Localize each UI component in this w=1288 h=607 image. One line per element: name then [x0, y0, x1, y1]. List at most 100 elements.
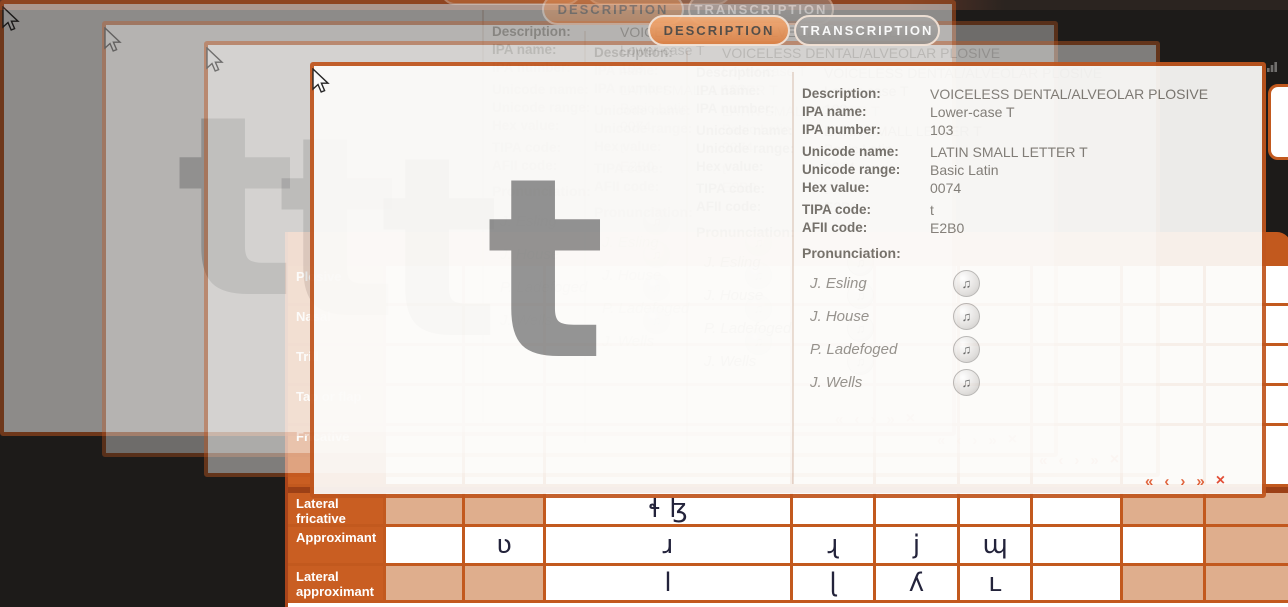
pronunciation-label: Pronunciation:	[802, 245, 901, 261]
ipa-symbol-cell[interactable]: l	[546, 566, 793, 600]
table-cell	[1206, 566, 1288, 600]
cursor-arrow	[104, 27, 122, 52]
prev-symbol-button[interactable]: ‹	[1164, 473, 1170, 490]
symbol-glyph: t	[486, 124, 606, 415]
page-strip	[288, 603, 1288, 607]
popup-tabs: DESCRIPTION TRANSCRIPTION	[440, 0, 732, 5]
last-symbol-button[interactable]: »	[1196, 473, 1205, 490]
ipa-symbol-cell[interactable]: ʎ	[876, 566, 960, 600]
symbol-detail-panel	[310, 62, 1266, 498]
table-cell	[793, 493, 876, 524]
table-row: Lateral approximant l ɭ ʎ ʟ	[288, 566, 1288, 603]
field-label: Hex value:	[802, 180, 870, 195]
speaker-row: J. House ♫	[810, 300, 980, 333]
speaker-row: J. Esling ♫	[810, 267, 980, 300]
table-cell	[386, 527, 465, 563]
field-label: Unicode name:	[802, 144, 899, 159]
panel-divider	[792, 72, 794, 484]
speaker-row: P. Ladefoged ♫	[810, 333, 980, 366]
speaker-name: P. Ladefoged	[810, 341, 898, 358]
next-symbol-button[interactable]: ›	[1180, 473, 1186, 490]
symbol-glyph: t	[96, 40, 376, 376]
table-cell	[1206, 527, 1288, 563]
field-label: IPA name:	[492, 42, 620, 57]
table-row: Approximant ʋ ɹ ɻ j ɰ	[288, 527, 1288, 566]
field-label: Description:	[594, 45, 722, 60]
first-symbol-button[interactable]: «	[1145, 473, 1154, 490]
ipa-symbol-cell[interactable]: ɹ	[546, 527, 793, 563]
field-row: TIPA code: t	[802, 202, 1252, 220]
field-row: IPA name: Lower-case T	[802, 104, 1252, 122]
field-label: Description:	[802, 86, 881, 101]
field-row: IPA number: 103	[802, 122, 1252, 140]
ipa-symbol-cell[interactable]: ɭ	[793, 566, 876, 600]
table-cell	[1033, 493, 1123, 524]
popup-tabs: DESCRIPTION TRANSCRIPTION	[648, 15, 940, 46]
speaker-row: J. Wells ♫	[810, 366, 980, 399]
field-label: IPA name:	[802, 104, 867, 119]
field-label: IPA number:	[802, 122, 881, 137]
table-cell	[876, 493, 960, 524]
field-row: AFII code: E2B0	[802, 220, 1252, 238]
play-audio-button[interactable]: ♫	[953, 303, 980, 330]
table-cell	[1206, 493, 1288, 524]
table-cell	[465, 493, 546, 524]
field-row: Unicode range: Basic Latin	[802, 162, 1252, 180]
speaker-name: J. Esling	[810, 275, 867, 292]
tab-transcription[interactable]: TRANSCRIPTION	[794, 15, 940, 46]
page-side-tab[interactable]	[1268, 84, 1288, 160]
table-cell	[1123, 527, 1206, 563]
field-row: Description: VOICELESS DENTAL/ALVEOLAR PL…	[802, 86, 1252, 104]
field-value: VOICELESS DENTAL/ALVEOLAR PLOSIVE	[722, 45, 1044, 61]
table-cell	[1033, 566, 1123, 600]
field-value: Lower-case T	[620, 42, 942, 58]
field-value: E2B0	[930, 220, 965, 236]
tab-description[interactable]: DESCRIPTION	[648, 15, 790, 46]
popup-nav: « ‹ › » ×	[1145, 472, 1226, 491]
field-row: IPA name:Lower-case T	[492, 42, 942, 60]
row-label: Lateral approximant	[288, 566, 386, 600]
field-label: TIPA code:	[802, 202, 872, 217]
play-audio-button[interactable]: ♫	[953, 270, 980, 297]
cursor-arrow	[2, 6, 20, 31]
field-row: Description:VOICELESS DENTAL/ALVEOLAR PL…	[594, 45, 1044, 63]
popup-frame: DESCRIPTION TRANSCRIPTION t Description:…	[310, 15, 1266, 498]
table-cell	[1123, 493, 1206, 524]
play-audio-button[interactable]: ♫	[953, 369, 980, 396]
field-value: 103	[930, 122, 954, 138]
field-value: VOICELESS DENTAL/ALVEOLAR PLOSIVE	[930, 86, 1209, 102]
resize-grip-icon	[1267, 62, 1277, 72]
speaker-name: J. House	[810, 308, 870, 325]
field-value: Basic Latin	[930, 162, 999, 178]
symbol-fields: Description: VOICELESS DENTAL/ALVEOLAR PL…	[802, 86, 1252, 238]
ipa-symbol-cell[interactable]: ɻ	[793, 527, 876, 563]
row-label: Lateral fricative	[288, 493, 386, 526]
ipa-symbol-cell[interactable]: ɰ	[960, 527, 1033, 563]
field-label: AFII code:	[802, 220, 868, 235]
cursor-arrow	[312, 68, 330, 93]
field-value: LATIN SMALL LETTER T	[930, 144, 1088, 160]
field-label: Description:	[492, 24, 620, 39]
speaker-name: J. Wells	[810, 374, 863, 391]
ipa-symbol-cell[interactable]: ɬ ɮ	[546, 493, 793, 524]
field-label: Unicode range:	[802, 162, 901, 177]
cursor-arrow	[206, 47, 224, 72]
table-cell	[386, 493, 465, 524]
table-cell	[1033, 527, 1123, 563]
table-cell	[386, 566, 465, 600]
close-icon[interactable]: ×	[1215, 472, 1226, 489]
ipa-symbol-cell[interactable]: j	[876, 527, 960, 563]
field-row: Unicode name: LATIN SMALL LETTER T	[802, 144, 1252, 162]
ipa-symbol-cell[interactable]: ʋ	[465, 527, 546, 563]
row-label: Approximant	[288, 527, 386, 563]
field-value: 0074	[930, 180, 962, 196]
field-value: Lower-case T	[930, 104, 1015, 120]
field-value: t	[930, 202, 934, 218]
pronunciation-list: J. Esling♫J. House♫P. Ladefoged♫J. Wells…	[810, 267, 980, 399]
play-audio-button[interactable]: ♫	[953, 336, 980, 363]
table-cell	[960, 493, 1033, 524]
table-cell	[465, 566, 546, 600]
ipa-symbol-cell[interactable]: ʟ	[960, 566, 1033, 600]
table-cell	[1123, 566, 1206, 600]
